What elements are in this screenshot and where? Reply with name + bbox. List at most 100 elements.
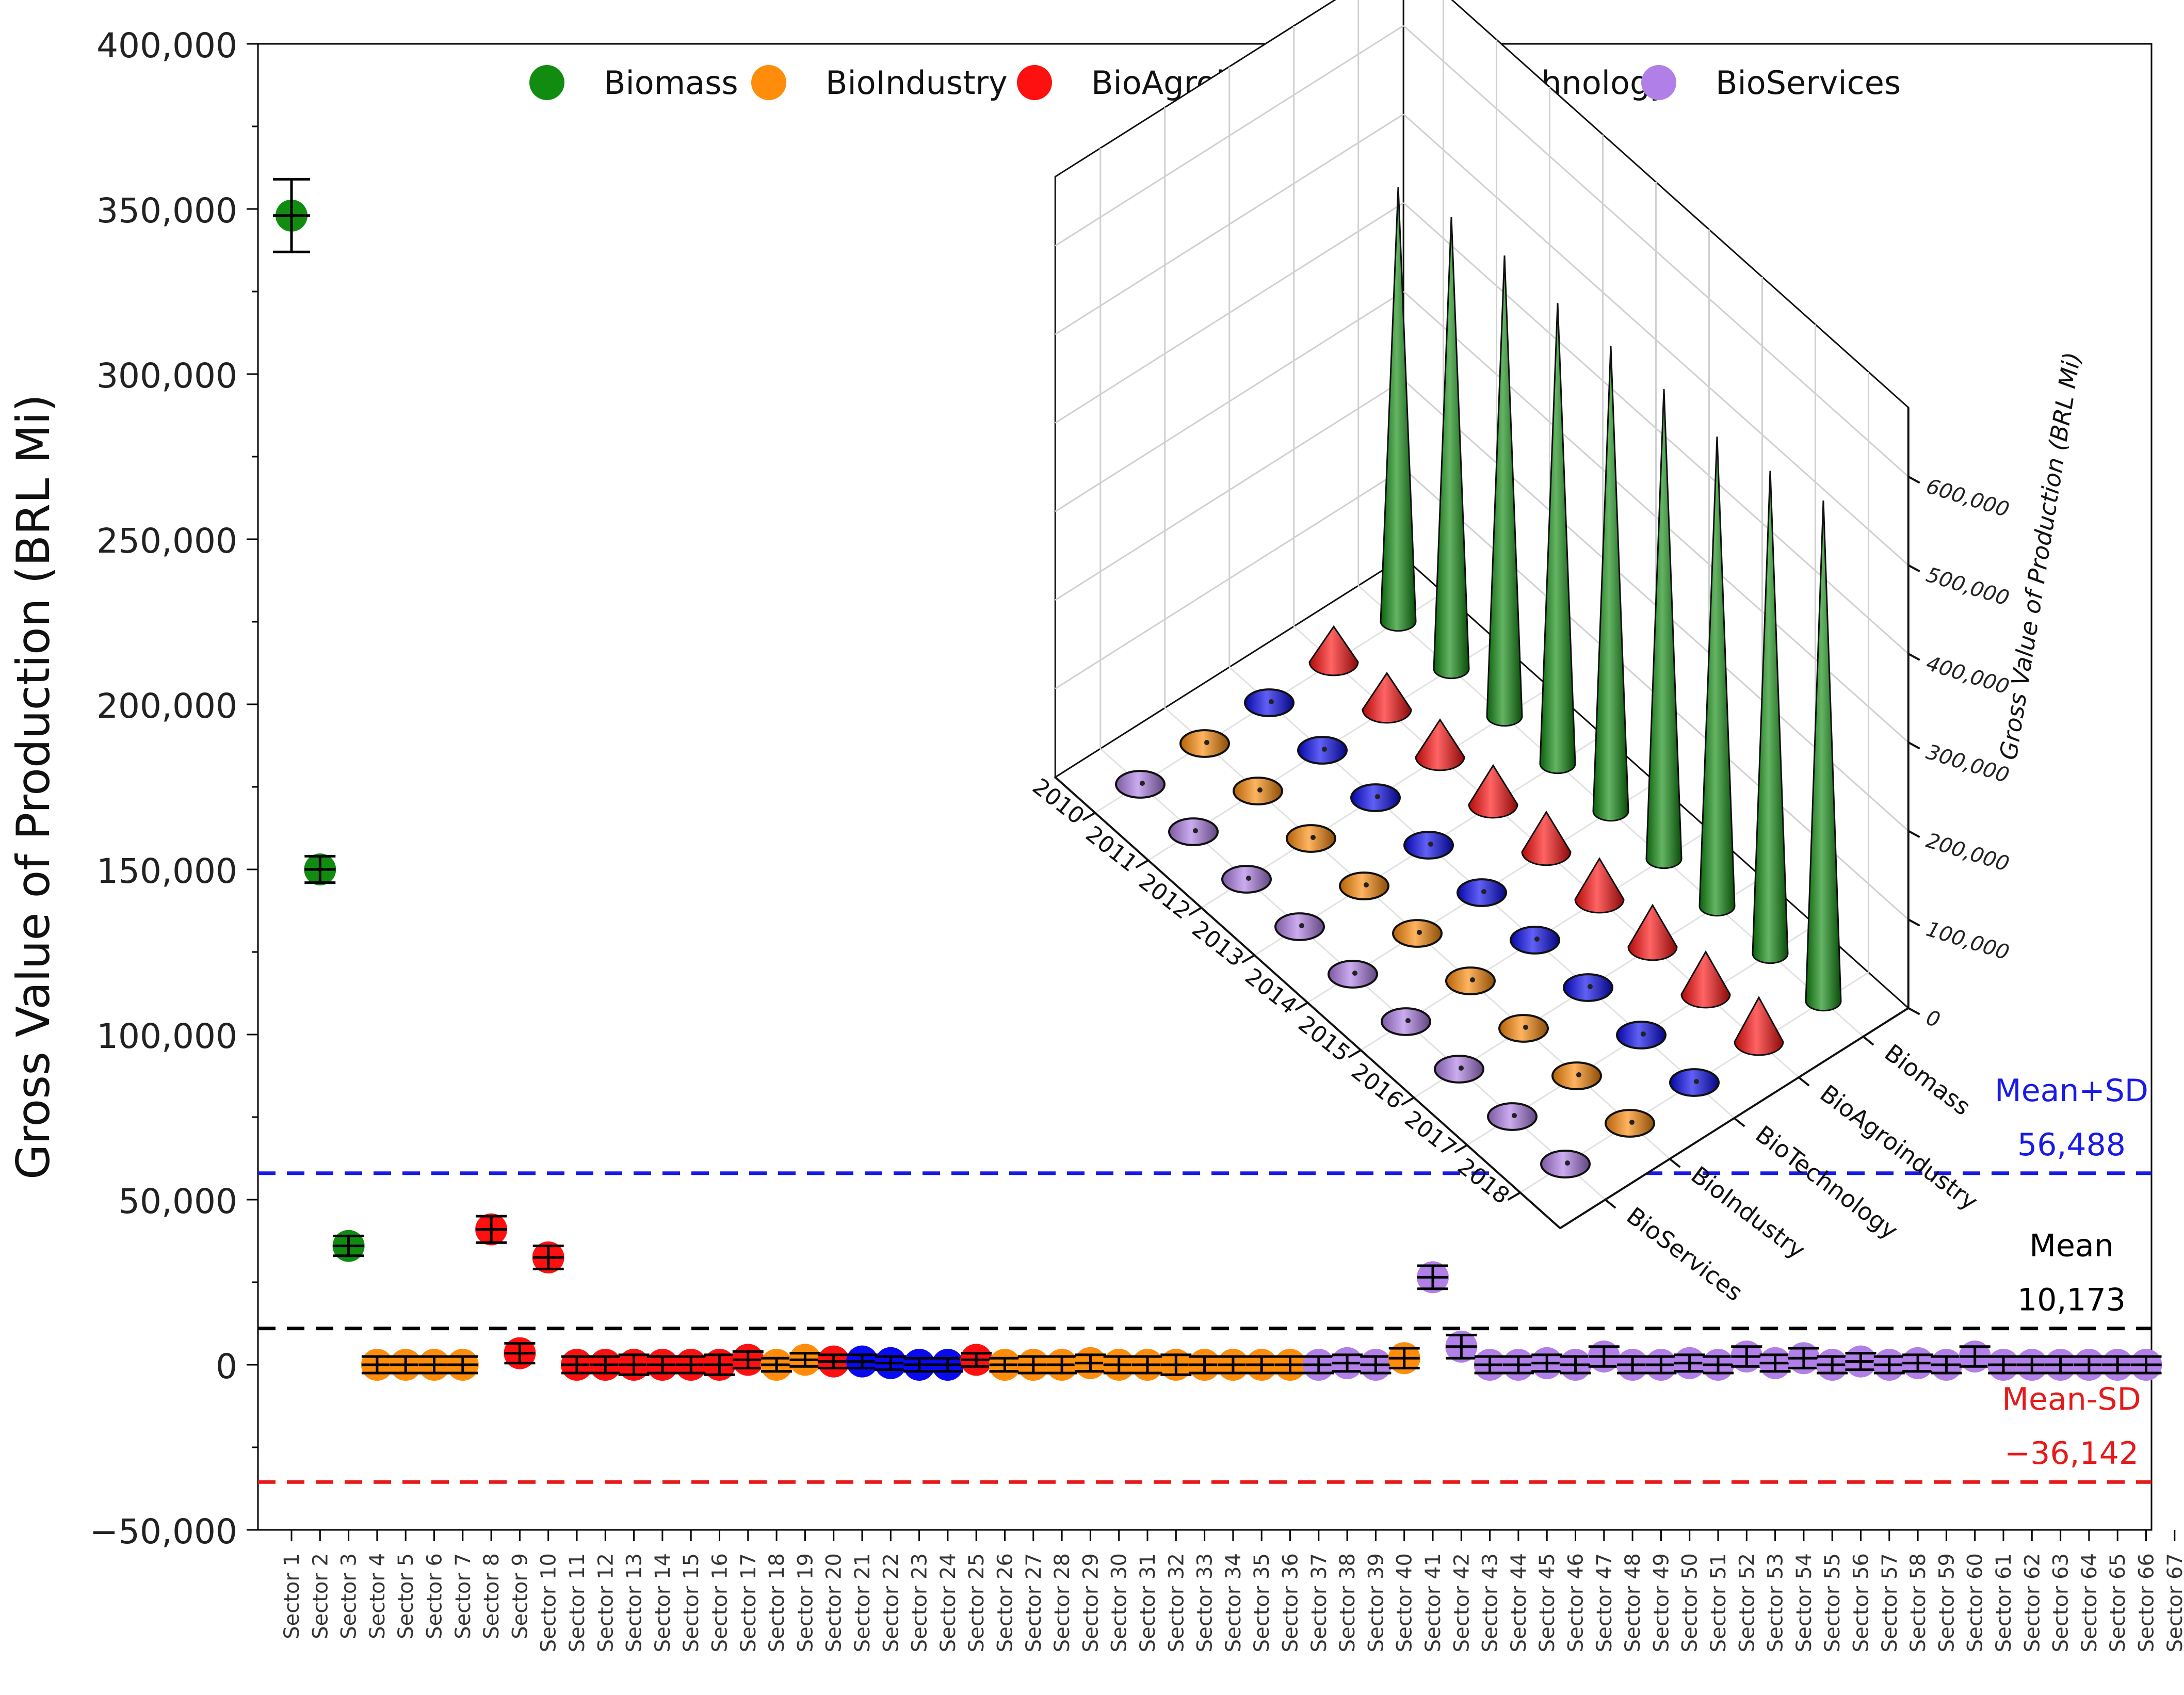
inset-z-tick bbox=[1907, 564, 1920, 573]
cone-bioagroindustry[interactable] bbox=[1521, 810, 1572, 866]
inset-year-tick bbox=[1454, 1144, 1468, 1154]
inset-group-label: BioServices bbox=[1622, 1202, 1748, 1306]
x-tick-label: Sector 52 bbox=[1735, 1553, 1759, 1652]
inset-group-tick bbox=[1734, 1117, 1745, 1127]
disc-apex bbox=[1352, 971, 1357, 976]
cone-biomass[interactable] bbox=[1592, 346, 1629, 822]
cone-biomass[interactable] bbox=[1433, 217, 1470, 680]
x-tick-label: Sector 37 bbox=[1307, 1553, 1331, 1652]
inset-z-axis-title: Gross Value of Production (BRL Mi) bbox=[1994, 350, 2086, 762]
cone-biomass[interactable] bbox=[1752, 471, 1789, 964]
x-tick-label: Sector 27 bbox=[1022, 1553, 1046, 1652]
inset-z-tick bbox=[1907, 830, 1920, 838]
inset-3d-chart: 0100,000200,000300,000400,000500,000600,… bbox=[1027, 0, 2086, 1306]
inset-year-tick bbox=[1188, 907, 1202, 916]
legend-marker-bioagroindustry[interactable] bbox=[1017, 65, 1052, 100]
x-tick-label: Sector 65 bbox=[2106, 1553, 2130, 1652]
x-tick-label: Sector 1 bbox=[280, 1553, 304, 1639]
x-tick-label: Sector 8 bbox=[480, 1553, 504, 1639]
disc-apex bbox=[1470, 977, 1475, 982]
disc-apex bbox=[1140, 781, 1145, 786]
y-tick-label: 400,000 bbox=[96, 26, 237, 66]
y-tick-label: 50,000 bbox=[118, 1182, 237, 1221]
legend-marker-bioindustry[interactable] bbox=[751, 65, 786, 100]
x-tick-label: Sector 39 bbox=[1364, 1553, 1388, 1652]
disc-apex bbox=[1204, 740, 1209, 745]
x-tick-label: Sector 56 bbox=[1850, 1553, 1873, 1652]
disc-apex bbox=[1428, 842, 1433, 847]
x-tick-label: Sector 26 bbox=[994, 1553, 1017, 1652]
cone-biomass[interactable] bbox=[1486, 255, 1523, 727]
disc-apex bbox=[1523, 1025, 1528, 1030]
x-tick-label: Sector 32 bbox=[1164, 1553, 1188, 1652]
x-tick-label: Sector 7 bbox=[451, 1553, 475, 1639]
cone-bioagroindustry[interactable] bbox=[1468, 764, 1518, 819]
reference-label: Mean-SD bbox=[2002, 1381, 2141, 1417]
x-tick-label: Sector 34 bbox=[1222, 1553, 1245, 1652]
reference-value-label: 10,173 bbox=[2017, 1282, 2126, 1318]
disc-apex bbox=[1565, 1160, 1570, 1166]
inset-year-tick bbox=[1135, 859, 1149, 869]
x-tick-label: Sector 62 bbox=[2020, 1553, 2044, 1652]
x-tick-label: Sector 28 bbox=[1050, 1553, 1074, 1652]
cone-bioagroindustry[interactable] bbox=[1308, 625, 1359, 676]
x-tick-label: Sector 53 bbox=[1764, 1553, 1788, 1652]
inset-group-tick bbox=[1669, 1158, 1681, 1168]
x-tick-label: Sector 21 bbox=[851, 1553, 875, 1652]
disc-apex bbox=[1311, 835, 1316, 840]
disc-apex bbox=[1299, 923, 1304, 928]
disc-apex bbox=[1375, 794, 1380, 799]
x-tick-label: Sector 11 bbox=[565, 1553, 589, 1652]
cone-biomass[interactable] bbox=[1698, 437, 1736, 917]
inset-group-tick bbox=[1798, 1076, 1810, 1087]
x-tick-label: Sector 9 bbox=[508, 1553, 532, 1639]
disc-apex bbox=[1193, 828, 1198, 833]
legend-label: Biomass bbox=[604, 64, 738, 102]
y-tick-label: 200,000 bbox=[96, 686, 237, 726]
x-tick-label: Sector 38 bbox=[1336, 1553, 1360, 1652]
y-tick-label: 250,000 bbox=[96, 521, 237, 561]
inset-z-tick bbox=[1907, 741, 1920, 750]
x-tick-label: Sector 44 bbox=[1507, 1553, 1531, 1652]
inset-z-tick bbox=[1907, 918, 1920, 927]
cone-bioagroindustry[interactable] bbox=[1627, 903, 1678, 961]
x-tick-label: Sector 41 bbox=[1421, 1553, 1445, 1652]
x-tick-label: Sector 49 bbox=[1649, 1553, 1673, 1652]
disc-apex bbox=[1405, 1018, 1411, 1023]
cone-bioagroindustry[interactable] bbox=[1362, 671, 1412, 724]
cone-biomass[interactable] bbox=[1380, 187, 1417, 632]
x-tick-label: Sector 58 bbox=[1906, 1553, 1930, 1652]
cone-biomass[interactable] bbox=[1805, 501, 1842, 1012]
reference-value-label: 56,488 bbox=[2017, 1127, 2126, 1163]
x-tick-label: Sector 15 bbox=[680, 1553, 703, 1652]
cone-bioagroindustry[interactable] bbox=[1734, 996, 1784, 1056]
reference-value-label: −36,142 bbox=[2004, 1435, 2139, 1472]
cone-bioagroindustry[interactable] bbox=[1574, 857, 1625, 914]
cone-bioagroindustry[interactable] bbox=[1415, 718, 1465, 771]
cone-biomass[interactable] bbox=[1645, 389, 1683, 869]
inset-z-tick-label: 500,000 bbox=[1923, 563, 2012, 610]
x-tick-label: Sector 48 bbox=[1621, 1553, 1645, 1652]
y-tick-label: 150,000 bbox=[96, 851, 237, 891]
x-tick-label: Sector 60 bbox=[1964, 1553, 1987, 1652]
disc-apex bbox=[1694, 1079, 1699, 1084]
x-tick-label: Sector 16 bbox=[708, 1553, 732, 1652]
x-tick-label: Sector 57 bbox=[1878, 1553, 1902, 1652]
legend-marker-bioservices[interactable] bbox=[1641, 65, 1676, 100]
y-tick-label: −50,000 bbox=[90, 1512, 237, 1552]
inset-group-label: BioIndustry bbox=[1686, 1161, 1811, 1265]
y-tick-label: 350,000 bbox=[96, 191, 237, 231]
cone-biomass[interactable] bbox=[1539, 303, 1576, 774]
inset-group-tick bbox=[1605, 1199, 1616, 1209]
inset-year-tick bbox=[1082, 812, 1096, 821]
x-tick-label: Sector 67 bbox=[2163, 1553, 2184, 1652]
inset-z-tick-label: 400,000 bbox=[1923, 652, 2012, 699]
inset-year-tick bbox=[1295, 1002, 1308, 1011]
cone-bioagroindustry[interactable] bbox=[1680, 950, 1731, 1009]
x-tick-label: Sector 46 bbox=[1564, 1553, 1588, 1652]
x-tick-label: Sector 14 bbox=[651, 1553, 675, 1652]
legend-marker-biomass[interactable] bbox=[529, 65, 564, 100]
y-axis-title: Gross Value of Production (BRL Mi) bbox=[7, 394, 60, 1180]
x-tick-label: Sector 42 bbox=[1450, 1553, 1474, 1652]
